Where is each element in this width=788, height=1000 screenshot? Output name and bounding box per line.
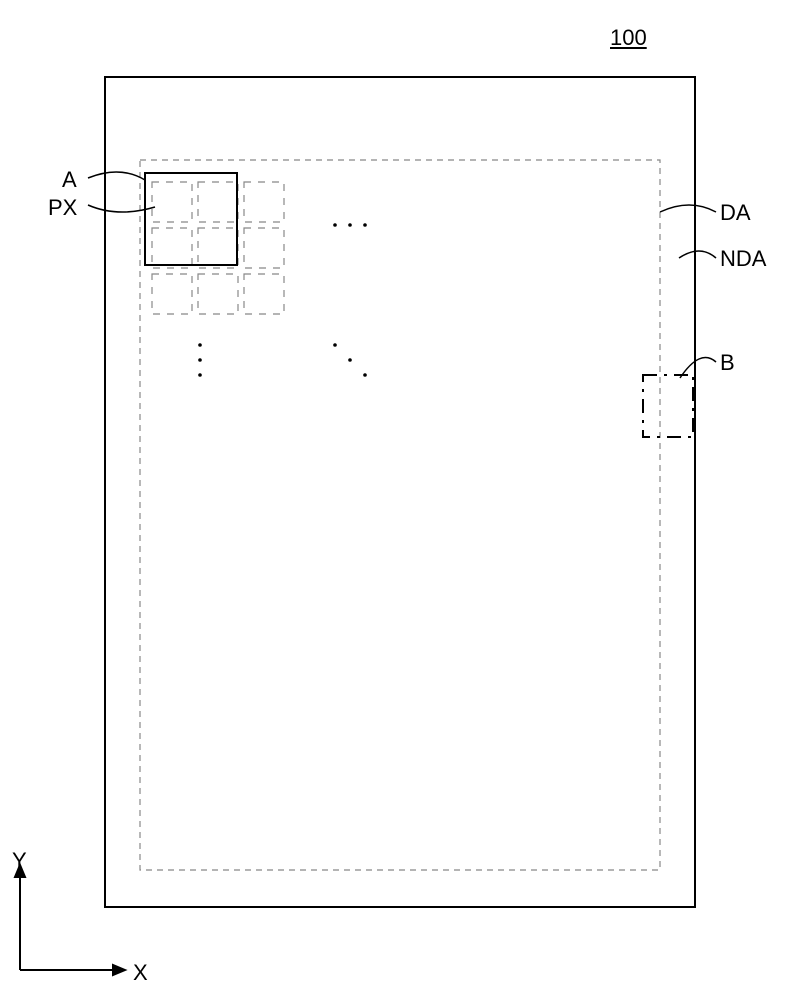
axes [15,865,125,975]
axis-x-label: X [133,960,148,986]
leader-a [88,172,145,180]
reference-number: 100 [610,25,647,51]
pixel-grid [152,182,284,314]
ellipsis-dots [198,223,367,377]
axis-y-label: Y [12,848,27,874]
leader-nda [679,251,716,258]
label-px: PX [48,195,77,221]
callout-a-box [145,173,237,265]
callout-b-box [643,375,693,437]
label-nda: NDA [720,246,766,272]
display-area [140,160,660,870]
leader-lines [88,172,716,378]
outer-panel [105,77,695,907]
label-a: A [62,167,77,193]
leader-da [660,205,716,212]
label-b: B [720,350,735,376]
label-da: DA [720,200,751,226]
diagram-canvas [0,0,788,1000]
